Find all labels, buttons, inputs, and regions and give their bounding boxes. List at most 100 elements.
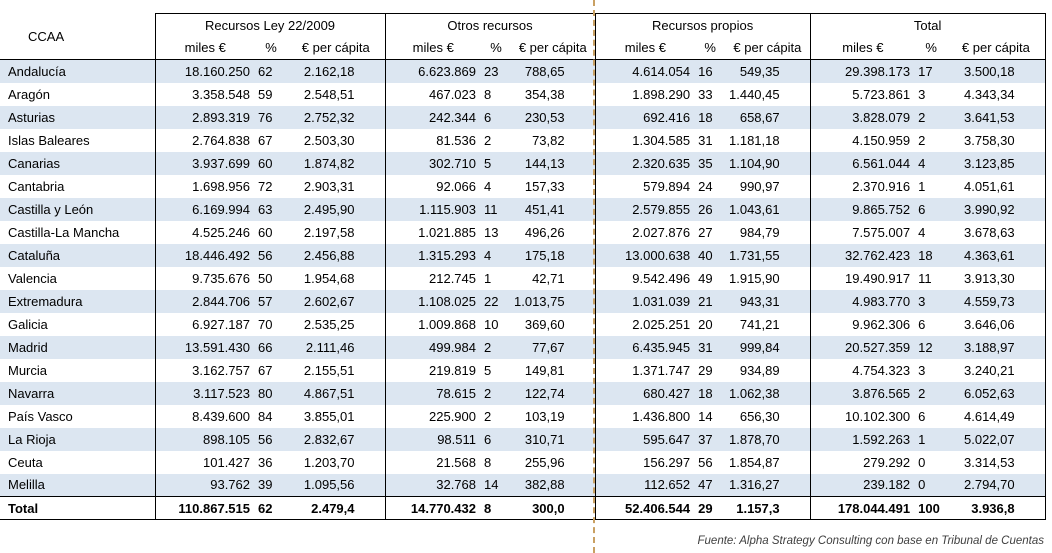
cell-per-capita: 3.641,53	[947, 105, 1046, 129]
cell-percent: 3	[918, 86, 926, 102]
cell-per-capita: 122,74	[511, 381, 596, 405]
cell-miles: 13.591.430	[154, 335, 255, 359]
cell-miles: 1.592.263	[809, 427, 916, 451]
cell-percent: 40	[695, 243, 726, 267]
group-header-total: Total	[809, 13, 1046, 37]
cell-per-capita: 6.052,63	[947, 381, 1046, 405]
cell-per-capita: 496,26	[524, 224, 565, 240]
cell-miles: 21.568	[384, 450, 481, 474]
cell-miles: 101.427	[154, 450, 255, 474]
cell-per-capita: 656,30	[739, 408, 780, 424]
cell-percent: 14	[481, 473, 511, 497]
cell-per-capita: 382,88	[511, 473, 596, 497]
cell-per-capita: 230,53	[511, 105, 596, 129]
cell-per-capita: 157,33	[524, 178, 565, 194]
cell-per-capita: 73,82	[532, 132, 565, 148]
cell-miles: 225.900	[384, 404, 481, 428]
region-name: Asturias	[0, 105, 156, 129]
cell-miles: 98.511	[384, 427, 481, 451]
sub-header-percent: %	[255, 36, 287, 60]
cell-miles: 1.436.800	[594, 404, 696, 428]
cell-per-capita: 451,41	[511, 197, 596, 221]
cell-per-capita: 2.197,58	[303, 224, 355, 240]
cell-miles: 2.893.319	[154, 105, 255, 129]
cell-percent: 56	[255, 243, 287, 267]
cell-per-capita: 3.314,53	[947, 450, 1046, 474]
cell-percent: 3	[918, 362, 926, 378]
region-name: Castilla-La Mancha	[0, 220, 156, 244]
cell-miles: 3.937.699	[154, 151, 255, 175]
cell-miles: 18.446.492	[154, 243, 255, 267]
sub-header-per-capita: € per cápita	[511, 36, 596, 60]
cell-percent: 36	[258, 454, 273, 470]
cell-percent: 6	[918, 408, 926, 424]
cell-miles: 4.983.770	[809, 289, 916, 313]
cell-per-capita: 990,97	[739, 178, 780, 194]
region-name: Extremadura	[0, 289, 156, 313]
cell-miles: 2.764.838	[154, 128, 255, 152]
cell-miles: 1.021.885	[384, 220, 481, 244]
table-row: Castilla y León 6.169.994 63 2.495,90 1.115.…	[0, 197, 1046, 221]
cell-miles: 156.297	[594, 450, 696, 474]
cell-percent: 37	[695, 427, 726, 451]
cell-percent: 1	[484, 270, 492, 286]
cell-percent: 59	[258, 86, 273, 102]
cell-miles: 680.427	[594, 381, 696, 405]
cell-miles: 3.828.079	[809, 105, 916, 129]
cell-per-capita: 4.614,49	[947, 404, 1046, 428]
cell-percent: 16	[695, 59, 726, 83]
cell-miles: 9.542.496	[594, 266, 696, 290]
cell-percent: 49	[698, 270, 713, 286]
cell-percent: 56	[255, 427, 287, 451]
cell-percent: 18	[695, 105, 726, 129]
cell-miles: 302.710	[384, 151, 481, 175]
cell-per-capita: 1.013,75	[511, 289, 596, 313]
cell-percent: 67	[258, 362, 273, 378]
cell-miles: 467.023	[384, 82, 481, 106]
cell-miles: 13.000.638	[594, 243, 696, 267]
cell-per-capita: 4.363,61	[947, 243, 1046, 267]
region-name: Aragón	[0, 82, 156, 106]
cell-percent: 8	[484, 454, 492, 470]
cell-percent: 18	[915, 243, 948, 267]
cell-per-capita: 1.854,87	[729, 454, 780, 470]
cell-miles: 4.525.246	[154, 220, 255, 244]
group-header-otros-recursos: Otros recursos	[384, 13, 596, 37]
cell-percent: 27	[698, 224, 713, 240]
cell-percent: 72	[258, 178, 273, 194]
cell-per-capita: 300,0	[511, 496, 596, 520]
cell-percent: 0	[918, 454, 926, 470]
cell-miles: 81.536	[384, 128, 481, 152]
cell-miles: 6.623.869	[384, 59, 481, 83]
cell-percent: 8	[484, 86, 492, 102]
cell-per-capita: 1.440,45	[729, 86, 780, 102]
cell-per-capita: 1.954,68	[303, 270, 355, 286]
cell-percent: 100	[915, 496, 948, 520]
cell-per-capita: 4.343,34	[947, 82, 1046, 106]
cell-percent: 1	[915, 427, 948, 451]
cell-miles: 1.898.290	[594, 82, 696, 106]
total-row: Total 110.867.515 62 2.479,4 14.770.432 8 300,…	[0, 496, 1046, 520]
cell-per-capita: 3.913,30	[947, 266, 1046, 290]
source-note: Fuente: Alpha Strategy Consulting con ba…	[697, 535, 1045, 547]
table-row: Ceuta 101.427 36 1.203,70 21.568 8 255,96 156.2…	[0, 450, 1046, 474]
cell-percent: 22	[481, 289, 511, 313]
cell-percent: 31	[698, 132, 713, 148]
cell-miles: 8.439.600	[154, 404, 255, 428]
cell-miles: 29.398.173	[809, 59, 916, 83]
region-name: País Vasco	[0, 404, 156, 428]
region-name: Andalucía	[0, 59, 156, 83]
cell-percent: 33	[698, 86, 713, 102]
cell-percent: 56	[698, 454, 713, 470]
cell-percent: 2	[481, 381, 511, 405]
cell-per-capita: 4.051,61	[947, 174, 1046, 198]
cell-per-capita: 5.022,07	[947, 427, 1046, 451]
table-row: Islas Baleares 2.764.838 67 2.503,30 81.536 2…	[0, 128, 1046, 152]
cell-miles: 1.108.025	[384, 289, 481, 313]
table-row: La Rioja 898.105 56 2.832,67 98.511 6 310,71 59…	[0, 427, 1046, 451]
cell-per-capita: 1.316,27	[725, 473, 811, 497]
table-row: Murcia 3.162.757 67 2.155,51 219.819 5 149,81 1…	[0, 358, 1046, 382]
region-name: Galicia	[0, 312, 156, 336]
region-name: Canarias	[0, 151, 156, 175]
cell-per-capita: 2.456,88	[287, 243, 385, 267]
